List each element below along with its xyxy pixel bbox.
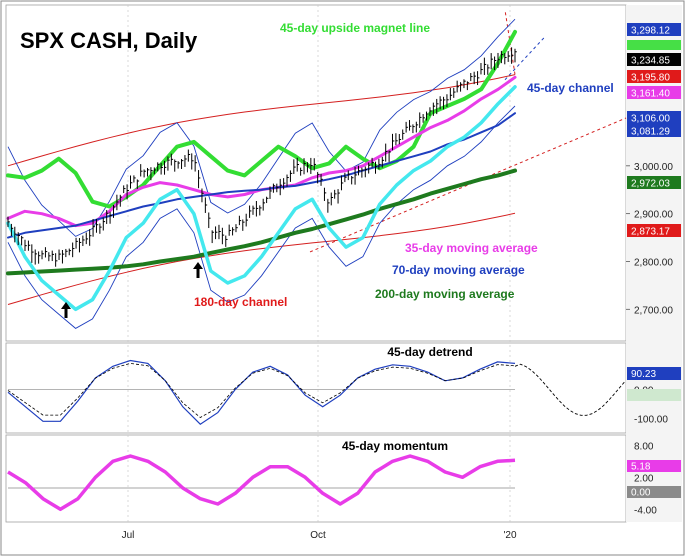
momentum-title: 45-day momentum	[342, 439, 448, 453]
detrend-cycle-line	[7, 362, 516, 418]
price-tag-label: 3,161.40	[631, 89, 670, 100]
y-tick-label: 2,800.00	[634, 257, 673, 268]
price-tag-label: 2,873.17	[631, 227, 670, 238]
price-tag-label: 2,972.03	[631, 179, 670, 190]
price-tag-label: 3,298.12	[631, 26, 670, 37]
channel-180-upper	[7, 74, 516, 167]
channel-45-projection	[504, 36, 546, 81]
price-tag	[627, 70, 681, 83]
price-tag-label: 3,106.00	[631, 114, 670, 125]
low-arrow-2-head	[193, 262, 203, 269]
price-tag	[627, 124, 681, 137]
detrend-y-tick: -100.00	[634, 414, 668, 425]
x-tick-label: Jul	[122, 530, 135, 541]
price-bars	[7, 47, 517, 318]
magnet-tag-strip	[627, 40, 681, 50]
annotations: 45-day upside magnet line 45-day channel 3…	[194, 21, 614, 309]
y-tick-label: 2,900.00	[634, 210, 673, 221]
price-tag-label: 3,081.29	[631, 127, 670, 138]
annotation-45-day-channel: 45-day channel	[527, 81, 614, 95]
channel-45-upper	[7, 18, 516, 237]
price-tag-label: 3,195.80	[631, 73, 670, 84]
y-tick-label: 3,000.00	[634, 162, 673, 173]
annotation-180-day-channel: 180-day channel	[194, 295, 287, 309]
sub-panels: 45-day detrend 0.00 -100.00 90.23 45-day mom…	[7, 345, 681, 516]
annotation-45-day-upside-magnet-line: 45-day upside magnet line	[280, 21, 430, 35]
detrend-projection	[514, 363, 626, 416]
momentum-zero-tag	[627, 486, 681, 498]
axis-labels: Jul Oct '20 3,000.00 2,900.00 2,800.00 2,700.0…	[122, 162, 674, 541]
momentum-value-label: 5.18	[631, 462, 651, 473]
low-arrow-1-head	[61, 302, 71, 309]
detrend-value-tag	[627, 367, 681, 380]
channel-180-lower	[7, 212, 516, 305]
series-cyan-cycle	[6, 85, 517, 312]
x-tick-label: Oct	[310, 530, 326, 541]
price-tag	[627, 111, 681, 124]
momentum-zero-label: 0.00	[631, 488, 651, 499]
detrend-title: 45-day detrend	[387, 345, 472, 359]
momentum-y-tick: 2.00	[634, 473, 654, 484]
price-tag	[627, 53, 681, 66]
momentum-y-tick: 8.00	[634, 441, 654, 452]
x-tick-label: '20	[503, 530, 516, 541]
series-200-day-moving-average	[6, 168, 517, 276]
series-45-day-upside-magnet-line	[6, 29, 517, 209]
momentum-value-tag	[627, 460, 681, 472]
series-70-day-moving-average	[7, 112, 516, 239]
price-tag	[627, 224, 681, 237]
series-layer	[6, 29, 517, 312]
momentum-line	[7, 454, 516, 512]
detrend-zero-tag	[627, 389, 681, 401]
price-tags: 3,298.12 3,234.85 3,195.80 3,161.40 3,106.00…	[627, 23, 681, 238]
annotation-35-day-moving-average: 35-day moving average	[405, 241, 538, 255]
channels	[7, 9, 627, 329]
momentum-y-tick: -4.00	[634, 505, 657, 516]
detrend-panel	[5, 342, 627, 434]
annotation-70-day-moving-average: 70-day moving average	[392, 263, 525, 277]
price-tag	[627, 86, 681, 99]
price-tag-label: 3,234.85	[631, 56, 670, 67]
detrend-value-label: 90.23	[631, 369, 656, 380]
y-tick-label: 2,700.00	[634, 305, 673, 316]
price-tag	[627, 23, 681, 36]
channel-45-lower	[7, 105, 516, 329]
chart-title: SPX CASH, Daily	[20, 28, 198, 53]
annotation-200-day-moving-average: 200-day moving average	[375, 287, 515, 301]
price-tag	[627, 176, 681, 189]
momentum-panel	[5, 434, 627, 523]
